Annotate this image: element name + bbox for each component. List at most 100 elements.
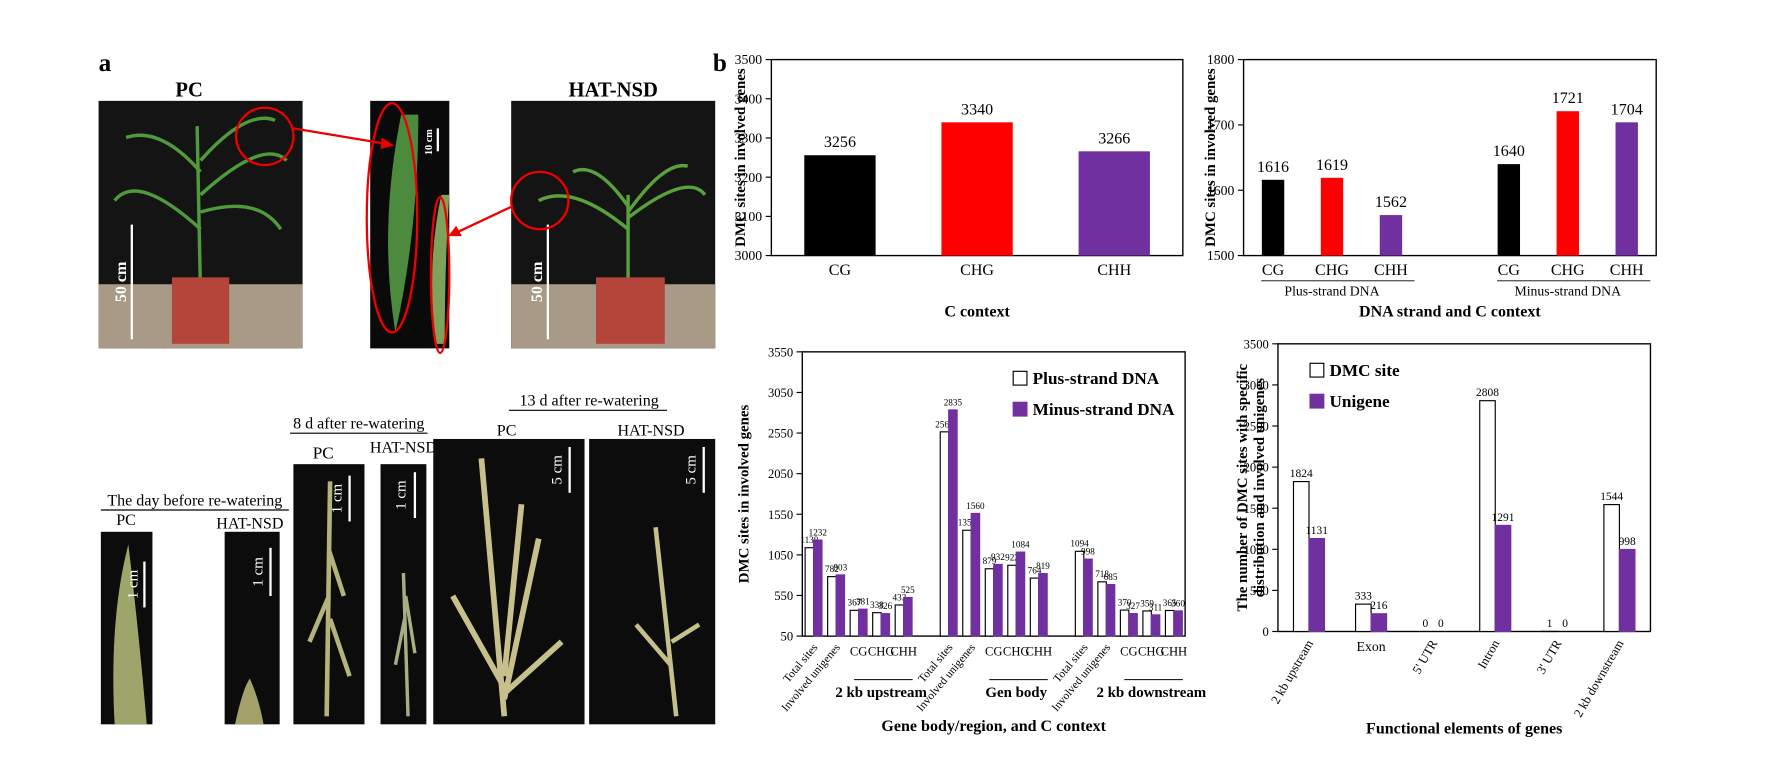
x-tick-label: CG <box>1120 645 1138 659</box>
group-label: Gen body <box>985 685 1047 701</box>
photo-title: HAT-NSD <box>216 515 283 532</box>
bar <box>948 409 958 637</box>
scale-label: 1 cm <box>394 480 410 510</box>
value-label: 2565 <box>935 419 954 429</box>
bar <box>1078 151 1150 256</box>
y-tick-label: 3000 <box>735 248 763 263</box>
legend-swatch <box>1012 370 1028 386</box>
bar <box>1308 537 1326 633</box>
bar <box>849 609 860 637</box>
bar <box>1083 558 1093 637</box>
bar <box>880 613 891 637</box>
photo-group-title: 13 d after re-watering <box>519 393 658 410</box>
x-tick-label: CHG <box>868 645 895 659</box>
bar <box>1038 573 1048 637</box>
photo-group-title: The day before re-watering <box>107 492 282 509</box>
bar <box>827 576 837 637</box>
bar <box>1497 164 1521 256</box>
photo <box>370 100 450 349</box>
value-label: 326 <box>878 601 892 611</box>
x-tick-label: CG <box>985 645 1003 659</box>
legend-label: Minus-strand DNA <box>1033 400 1175 419</box>
x-tick-label: CHG <box>960 262 994 279</box>
value-label: 433 <box>893 592 907 602</box>
y-tick-label: 3300 <box>735 131 763 146</box>
x-tick-label: CHH <box>890 645 917 659</box>
x-tick-label: CHH <box>1610 262 1644 279</box>
y-tick-label: 3000 <box>1244 379 1269 393</box>
y-tick-label: 0 <box>1262 625 1268 639</box>
y-tick-label: 3500 <box>735 52 763 67</box>
group-label: Plus-strand DNA <box>1284 284 1379 299</box>
bar <box>1015 551 1026 637</box>
y-tick-label: 1800 <box>1207 52 1235 67</box>
y-tick-label: 1500 <box>1244 502 1269 516</box>
bar <box>1074 550 1085 637</box>
bar <box>939 431 950 637</box>
value-label: 1562 <box>1375 194 1407 211</box>
value-label: 2808 <box>1476 387 1499 399</box>
x-axis-label: Functional elements of genes <box>1366 720 1562 737</box>
y-tick-label: 550 <box>774 589 793 603</box>
value-label: 1616 <box>1257 159 1289 176</box>
value-label: 1640 <box>1493 143 1525 160</box>
group-label: Minus-strand DNA <box>1514 284 1621 299</box>
value-label: 1131 <box>1306 525 1329 537</box>
plot-frame <box>1242 58 1657 257</box>
scale-label: 50 cm <box>113 261 130 302</box>
scale-label: 1 cm <box>330 483 346 513</box>
x-tick-label: 2 kb upstream <box>1268 637 1316 706</box>
value-label: 0 <box>1438 618 1444 630</box>
bar <box>804 155 876 256</box>
photo <box>293 464 427 725</box>
x-tick-label: CHG <box>1551 262 1585 279</box>
photo-group-title: 8 d after re-watering <box>293 416 424 433</box>
value-label: 367 <box>848 598 862 608</box>
value-label: 718 <box>1095 569 1109 579</box>
value-label: 360 <box>1171 598 1185 608</box>
bar <box>984 568 995 637</box>
photo-title: PC <box>175 79 203 101</box>
value-label: 685 <box>1104 572 1118 582</box>
value-label: 803 <box>833 562 847 572</box>
bar <box>1354 603 1372 633</box>
photo-title: HAT-NSD <box>370 440 437 457</box>
bar <box>1320 177 1344 256</box>
y-axis-label: DMC sites in involved genes <box>733 68 749 247</box>
value-label: 1 <box>1547 618 1553 630</box>
photo-title: PC <box>313 443 334 462</box>
value-label: 1619 <box>1316 157 1348 174</box>
panel-label: b <box>713 50 727 77</box>
value-label: 365 <box>1163 598 1177 608</box>
bar <box>1119 609 1130 637</box>
bar <box>812 539 823 637</box>
bar <box>1556 111 1579 256</box>
value-label: 370 <box>1118 598 1132 608</box>
photo <box>98 100 303 349</box>
photo <box>433 438 716 725</box>
value-label: 998 <box>1081 547 1095 557</box>
value-label: 932 <box>991 552 1005 562</box>
value-label: 922 <box>1005 553 1019 563</box>
value-label: 3256 <box>824 134 856 151</box>
legend-label: Plus-strand DNA <box>1033 369 1160 388</box>
photo-title: HAT-NSD <box>568 79 657 101</box>
y-axis-label: The number of DMC sites with specific <box>1235 363 1251 611</box>
x-axis-label: DNA strand and C context <box>1359 303 1541 320</box>
y-tick-label: 500 <box>1250 584 1269 598</box>
scale-label: 1 cm <box>250 557 266 587</box>
bar <box>1029 577 1040 637</box>
bar <box>941 122 1013 256</box>
value-label: 1232 <box>809 528 828 538</box>
legend-label: DMC site <box>1330 361 1401 380</box>
x-tick-label: CHH <box>1161 645 1188 659</box>
scale-label: 5 cm <box>684 455 700 485</box>
value-label: 3340 <box>961 101 993 118</box>
legend-swatch <box>1012 401 1028 417</box>
photo <box>100 531 280 725</box>
y-tick-label: 1050 <box>768 548 793 562</box>
group-label: 2 kb downstream <box>1097 685 1207 701</box>
x-tick-label: Intron <box>1475 637 1503 671</box>
bar <box>894 604 905 637</box>
